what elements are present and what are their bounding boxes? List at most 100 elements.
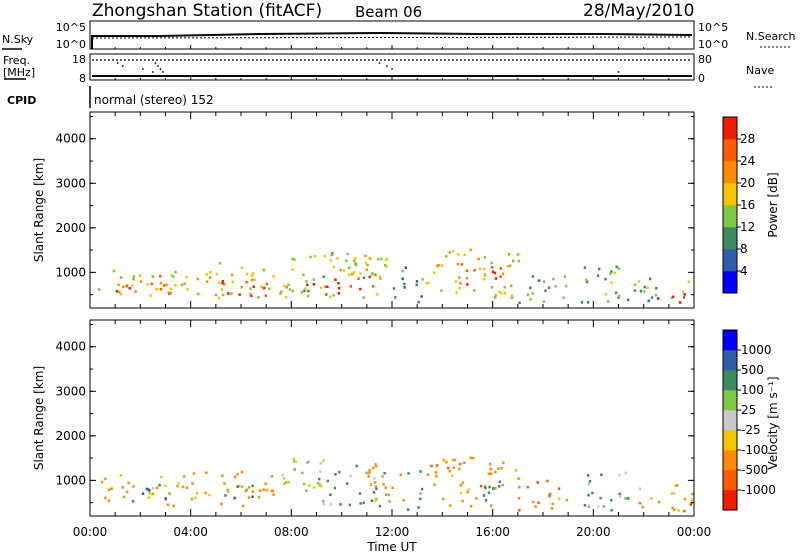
power-cell xyxy=(303,289,306,293)
nsky-panel xyxy=(89,20,695,50)
power-colorbar-tick-label: 16 xyxy=(740,198,755,212)
velocity-cell xyxy=(359,502,362,505)
velocity-cell xyxy=(469,505,473,508)
velocity-cell xyxy=(588,480,592,483)
time-tick-label: 08:00 xyxy=(274,525,309,539)
power-cell xyxy=(284,295,288,299)
velocity-cell xyxy=(488,485,491,489)
velocity-cell xyxy=(624,471,627,475)
velocity-cell xyxy=(368,471,371,474)
velocity-cell xyxy=(322,459,325,462)
power-cell xyxy=(261,286,265,290)
velocity-cell xyxy=(378,504,382,508)
power-cell xyxy=(491,266,494,269)
velocity-cell xyxy=(374,485,378,488)
velocity-cell xyxy=(546,479,549,483)
velocity-cell xyxy=(194,496,197,500)
cpid-label: CPID xyxy=(7,94,36,107)
power-cell xyxy=(151,275,154,278)
velocity-cell xyxy=(329,493,332,496)
power-cell xyxy=(218,262,222,265)
velocity-cell xyxy=(534,505,537,508)
power-cell xyxy=(238,293,241,297)
freq-outlier-dot xyxy=(152,71,154,73)
power-cell xyxy=(159,281,163,285)
power-cell xyxy=(354,256,357,260)
velocity-cell xyxy=(257,495,261,499)
power-cell xyxy=(507,253,511,256)
velocity-cell xyxy=(537,501,540,505)
power-cell xyxy=(529,286,532,290)
power-cell xyxy=(670,296,673,299)
velocity-cell xyxy=(674,484,677,487)
freq-outlier-dots xyxy=(116,62,620,73)
velocity-cell xyxy=(147,488,150,492)
velocity-cell xyxy=(430,464,433,468)
velocity-colorbar-label: Velocity [m s⁻¹] xyxy=(766,376,780,469)
velocity-cell xyxy=(245,488,248,492)
velocity-cell xyxy=(536,480,539,484)
nsky-tick-top: 10^5 xyxy=(56,21,86,34)
velocity-cell xyxy=(459,491,463,495)
velocity-cell xyxy=(147,496,151,499)
velocity-cell xyxy=(691,492,694,496)
power-cell xyxy=(512,259,515,263)
velocity-cell xyxy=(221,474,224,477)
velocity-cell xyxy=(492,487,495,490)
power-cell xyxy=(493,296,497,299)
power-cell xyxy=(186,288,189,291)
power-cell xyxy=(263,286,266,290)
power-colorbar-tick-label: 8 xyxy=(740,242,748,256)
velocity-colorbar-tick-label: -1000 xyxy=(741,483,776,497)
velocity-cell xyxy=(587,505,590,508)
velocity-cell xyxy=(487,491,491,495)
power-cell xyxy=(440,289,443,292)
power-cell xyxy=(421,278,424,281)
power-cell xyxy=(646,286,649,290)
power-cell xyxy=(231,273,234,277)
velocity-cell xyxy=(627,497,630,500)
power-cell xyxy=(287,283,290,287)
power-cell xyxy=(682,296,686,299)
freq-tick-bottom: 8 xyxy=(79,72,86,85)
power-cell xyxy=(250,294,253,298)
power-colorbar-label: Power [dB] xyxy=(766,172,780,237)
power-cell xyxy=(285,286,288,289)
velocity-cell xyxy=(484,486,487,490)
velocity-cell xyxy=(164,498,167,502)
power-cell xyxy=(458,286,461,290)
power-cell xyxy=(366,263,369,267)
velocity-cell xyxy=(466,490,469,494)
velocity-cell xyxy=(502,461,505,465)
velocity-cell xyxy=(467,488,470,491)
power-cell xyxy=(330,253,334,257)
velocity-cell xyxy=(192,472,196,475)
power-cell xyxy=(169,291,173,295)
velocity-cell xyxy=(152,486,155,490)
power-cell xyxy=(415,280,419,283)
power-cell xyxy=(604,293,607,296)
velocity-cell xyxy=(373,499,377,502)
power-cell xyxy=(427,281,430,284)
power-cell xyxy=(469,248,472,252)
velocity-cell xyxy=(587,482,590,486)
power-cell xyxy=(626,298,630,302)
power-cell xyxy=(331,252,334,255)
power-cell xyxy=(302,273,305,277)
velocity-cell xyxy=(375,487,378,491)
power-cell xyxy=(394,296,397,299)
velocity-cell xyxy=(500,467,503,470)
power-cell xyxy=(307,289,310,293)
freq-outlier-dot xyxy=(159,68,162,70)
velocity-cell xyxy=(442,497,445,501)
power-cell xyxy=(379,277,382,280)
velocity-cell xyxy=(602,505,605,508)
power-cell xyxy=(348,273,351,276)
power-cell xyxy=(654,293,658,297)
power-cell xyxy=(227,292,230,295)
velocity-cell xyxy=(683,509,686,513)
velocity-cell xyxy=(498,485,501,488)
power-cell xyxy=(324,285,327,289)
velocity-cell xyxy=(407,508,410,511)
power-cell xyxy=(490,286,494,289)
